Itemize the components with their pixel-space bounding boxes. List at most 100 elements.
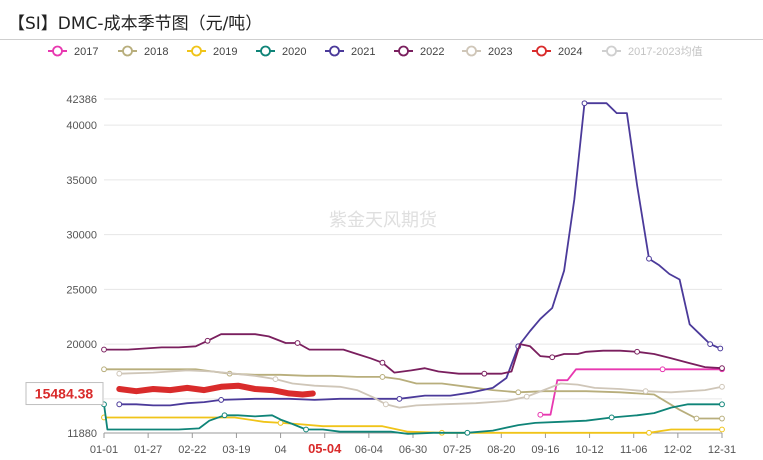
series-line-2019 [103,416,723,434]
legend-item: 2018 [118,45,168,58]
legend-item: 2017 [48,45,98,58]
series-point [719,383,725,390]
legend-item: 2022 [394,45,444,58]
x-tick-label: 02-22 [178,444,206,456]
series-point [719,401,725,408]
series-point [116,370,123,377]
series-point [303,426,309,433]
current-value-label: 15484.38 [35,386,94,402]
series-point [277,420,284,426]
x-tick-label: 11-06 [620,444,647,456]
series-point [382,401,389,408]
chart-title: 【SI】DMC-成本季节图（元/吨） [8,14,263,34]
series-group [101,100,725,436]
series-point [646,255,652,262]
legend-label: 2022 [420,46,444,58]
legend-label: 2018 [144,46,168,58]
series-point [481,370,488,377]
current-value-box [25,382,104,406]
legend-label: 2017 [74,46,98,58]
legend-marker-icon [466,45,477,57]
y-tick-label: 35000 [66,175,97,187]
series-point [396,395,403,402]
x-tick-label: 10-12 [576,444,604,456]
y-tick-label: 20000 [66,339,97,351]
x-tick-label: 12-02 [664,444,692,456]
y-tick-label: 11880 [67,428,97,440]
x-tick-label: 01-01 [90,444,118,456]
legend-label: 2019 [213,46,237,58]
series-point [537,411,544,418]
legend-label: 2017-2023均值 [628,45,703,58]
series-point [221,412,228,419]
series-point [379,374,386,380]
legend-label: 2021 [351,46,375,58]
series-point [693,415,700,422]
legend-marker-icon [122,45,133,57]
series-point [608,414,615,421]
y-tick-label: 42386 [66,94,97,106]
series-point [642,388,649,395]
series-line-2022 [103,333,723,375]
legend-item: 2024 [532,45,582,58]
x-tick-label: 05-04 [308,441,342,456]
title-divider [0,39,763,40]
series-line-2018 [103,368,723,420]
legend-item: 2021 [325,45,375,58]
series-point [218,397,225,403]
series-point [707,341,714,347]
watermark: 紫金天风期货 [329,210,437,231]
legend-item: 2017-2023均值 [602,45,703,58]
legend-marker-icon [52,45,63,57]
series-point [719,415,725,422]
series-point [204,337,211,344]
series-point [294,340,301,346]
x-tick-label: 12-31 [708,444,736,456]
x-tick-label: 04 [274,444,286,456]
legend-marker-icon [191,45,202,57]
series-point [116,401,123,408]
series-point [515,389,522,396]
legend-marker-icon [536,45,547,57]
legend-marker-icon [329,45,340,57]
legend-marker-icon [260,45,271,57]
legend-label: 2020 [282,46,306,58]
legend-label: 2024 [558,46,582,58]
x-tick-label: 06-30 [399,444,427,456]
legend-item: 2020 [256,45,306,58]
x-tick-label: 06-04 [355,444,383,456]
series-point [464,429,471,436]
series-point [523,393,530,400]
legend-marker-icon [398,45,409,57]
series-point [646,429,652,436]
series-line-2023 [118,369,723,409]
x-tick-label: 07-25 [443,444,471,456]
series-line-2020 [103,403,723,435]
series-point [549,354,556,361]
series-point [581,100,588,107]
x-tick-label: 09-16 [531,444,559,456]
series-point [379,359,386,366]
current-value-badge: 15484.38 [25,382,104,406]
y-tick-label: 25000 [66,284,97,296]
series-point [719,426,725,433]
series-point [634,348,641,355]
series-line-2017 [539,368,723,416]
series-point [719,365,725,372]
title-bar: 【SI】DMC-成本季节图（元/吨） [0,0,763,40]
series-point [101,366,107,373]
series-point [659,366,666,373]
grid [104,98,722,434]
x-tick-label: 01-27 [134,444,162,456]
y-tick-label: 30000 [66,230,97,242]
legend-label: 2023 [488,46,512,58]
series-line-2021 [118,102,722,407]
series-point [101,346,107,353]
legend-marker-icon [606,45,617,57]
x-tick-label: 03-19 [222,444,250,456]
x-tick-label: 08-20 [487,444,515,456]
legend-item: 2019 [187,45,237,58]
series-point [717,345,724,352]
series-line-2024 [116,382,316,398]
